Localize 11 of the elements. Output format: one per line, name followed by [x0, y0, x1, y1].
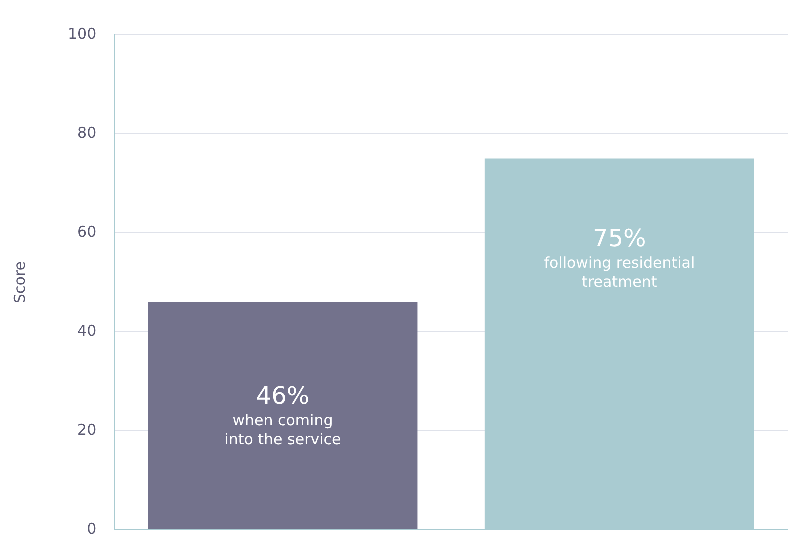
data-label: 46%	[256, 382, 310, 410]
annotation: following residential treatment	[544, 254, 696, 292]
y-tick-label: 40	[78, 322, 97, 340]
y-tick-label: 100	[68, 24, 97, 43]
y-axis-title: Score	[10, 261, 29, 304]
y-tick-label: 80	[78, 124, 97, 142]
y-tick-label: 0	[87, 520, 97, 538]
annotation: when coming into the service	[224, 412, 342, 449]
data-label: 75%	[592, 224, 646, 253]
y-tick-label: 20	[78, 420, 97, 439]
y-tick-label: 60	[78, 222, 97, 241]
